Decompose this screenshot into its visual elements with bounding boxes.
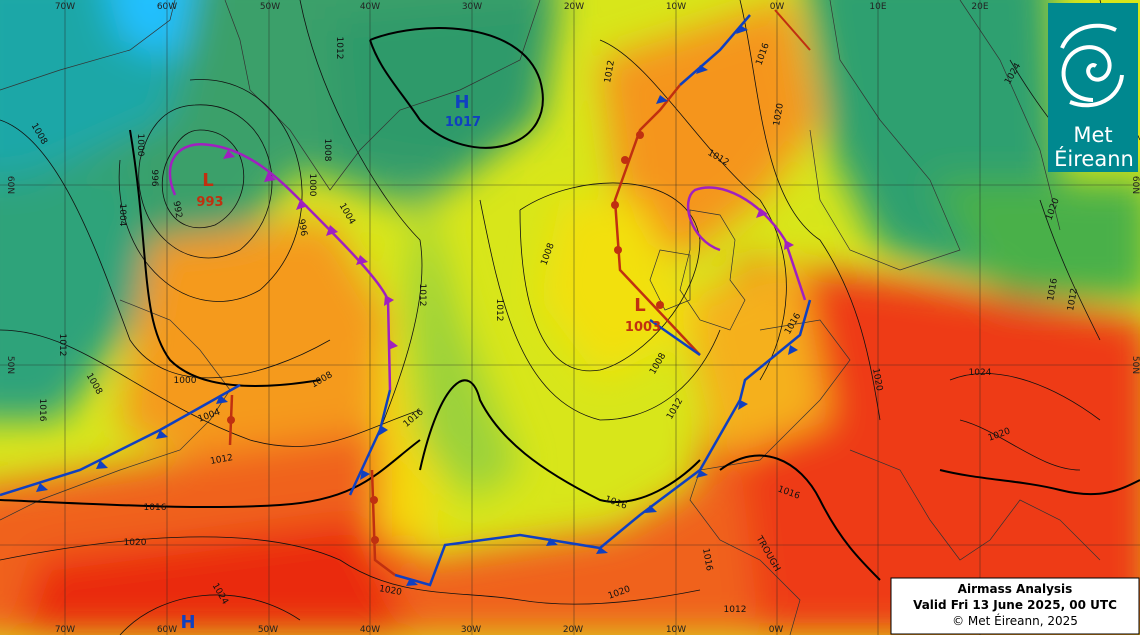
isobar-label: 1012 [494,299,504,322]
isobar-label: 1020 [870,368,884,393]
longitude-label: 0W [770,2,785,12]
isobar-label: 1012 [1066,288,1080,312]
isobar-label: 1008 [322,139,332,162]
isobar-label: 992 [171,200,184,219]
isobar-label: 1012 [603,60,617,84]
fronts [0,9,812,587]
latitude-label: 50N [5,356,15,374]
logo: Met Éireann [1048,3,1138,172]
isobar-label: 1012 [417,284,427,307]
isobar-label: 1000 [307,174,317,197]
isobar-label: 1000 [174,376,197,386]
longitude-label: 50W [258,625,278,635]
longitude-label: 40W [360,2,380,12]
logo-line1: Met [1073,123,1112,147]
longitude-label: 70W [55,625,75,635]
logo-line2: Éireann [1054,146,1134,171]
longitude-label: 60W [157,625,177,635]
longitude-label: 40W [360,625,380,635]
isobar-label: 1024 [969,368,992,378]
longitude-label: 20E [971,2,988,12]
info-box: Airmass Analysis Valid Fri 13 June 2025,… [890,577,1140,635]
longitude-label: 10W [666,2,686,12]
longitude-label: 70W [55,2,75,12]
info-title: Airmass Analysis [958,582,1073,596]
latitude-label: 60N [5,176,15,194]
pressure-centre-type: H [180,612,195,633]
pressure-centre-value: 993 [196,195,223,210]
isobar-label: 996 [149,169,159,186]
isobar-label: 1020 [124,538,147,548]
longitude-label: 10E [869,2,886,12]
pressure-centre-type: L [634,295,645,316]
longitude-label: 60W [157,2,177,12]
longitude-label: 0W [769,625,784,635]
isobar-label: 1016 [700,548,714,573]
isobar-label: 1012 [334,37,344,60]
isobar-label: 1012 [210,453,234,467]
pressure-centre-type: L [202,170,213,191]
latitude-label: 50N [1130,356,1140,374]
isobar-label: 1016 [1046,277,1060,302]
isobar-label: 1016 [144,503,167,513]
longitude-label: 10W [666,625,686,635]
longitude-label: 50W [260,2,280,12]
isobar-label: 1012 [57,334,67,357]
isobar-label: 1004 [117,204,127,227]
isobar-label: 1020 [772,102,786,127]
longitude-label: 20W [563,625,583,635]
longitude-label: 30W [462,2,482,12]
longitude-label: 20W [564,2,584,12]
info-valid: Valid Fri 13 June 2025, 00 UTC [913,598,1117,612]
isobar-label: 1020 [378,584,403,598]
pressure-centre-value: 1017 [445,115,481,130]
isobar-label: 1000 [135,134,145,157]
pressure-centre-value: 1003 [625,320,661,335]
logo-swirl [1060,23,1124,108]
pressure-centre-type: H [454,92,469,113]
info-copyright: © Met Éireann, 2025 [952,613,1078,628]
isobar-label: 996 [296,218,309,237]
longitude-label: 30W [461,625,481,635]
isobar-label: 1016 [37,399,47,422]
isobar-label: 1012 [724,605,747,615]
latitude-label: 60N [1130,176,1140,194]
